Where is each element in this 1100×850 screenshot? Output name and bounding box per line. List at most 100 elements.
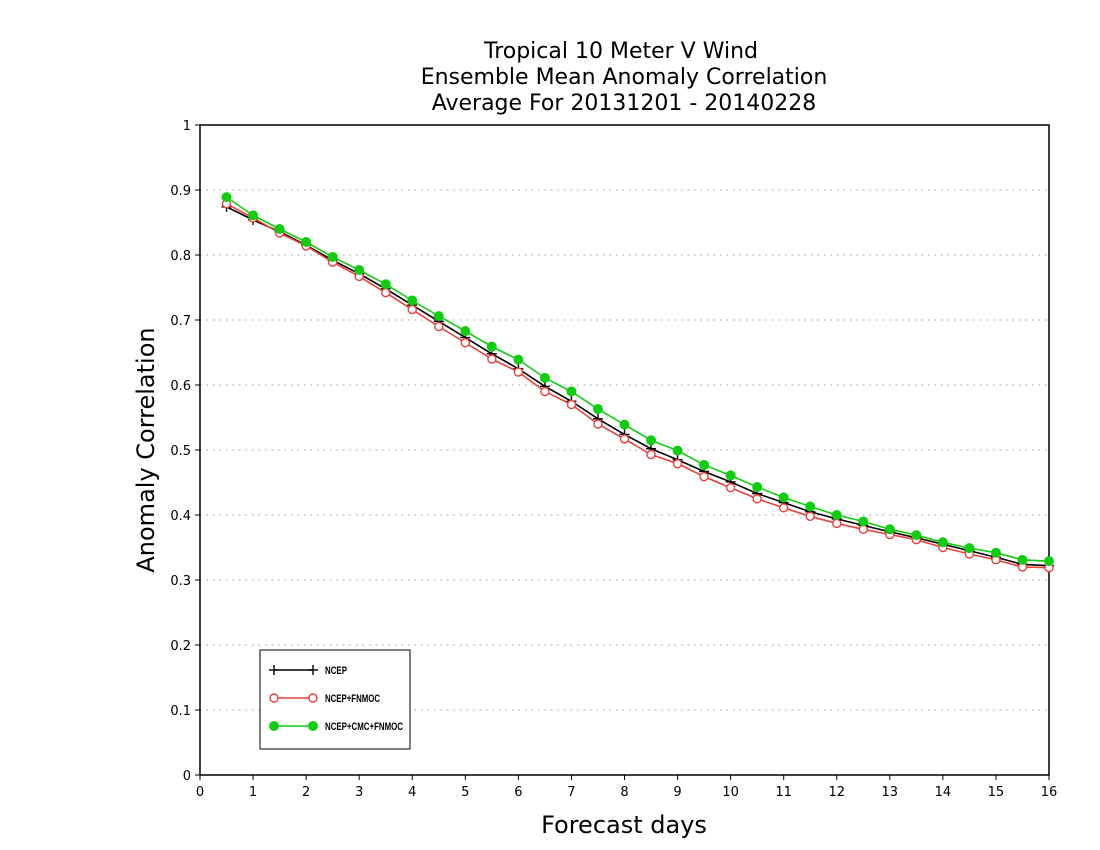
chart-title-line-3: Average For 20131201 - 20140228 [432,91,817,116]
data-point [778,492,789,503]
data-point [513,367,524,377]
y-tick-label: 0.6 [170,379,191,394]
legend-box [259,649,411,750]
x-tick-label: 13 [882,785,899,800]
data-point [566,386,577,397]
x-tick-label: 3 [355,785,363,800]
data-point [460,326,471,337]
data-point [672,458,683,469]
data-point [831,510,842,520]
data-point [460,338,471,348]
data-point [911,530,922,541]
data-point [672,445,683,456]
data-point [308,721,318,731]
data-point [858,516,869,527]
y-tick-label: 0.5 [170,444,191,459]
data-point [434,321,444,332]
series-line [226,206,1050,567]
data-point [832,518,842,529]
data-point [725,470,736,481]
x-tick-label: 4 [408,785,416,800]
data-point [619,419,630,430]
chart-title-line-1: Tropical 10 Meter V Wind [483,39,758,64]
data-point [433,311,444,322]
grid [200,189,1049,711]
chart-title-line-2: Ensemble Mean Anomaly Correlation [421,65,828,90]
data-point [381,288,391,298]
data-point [407,295,418,306]
data-point [619,434,630,444]
data-point [752,494,762,504]
data-point [805,501,816,512]
data-point [884,524,895,535]
data-point [646,449,656,460]
data-point [725,483,736,493]
data-point [1044,556,1054,567]
data-point [646,435,657,446]
x-tick-label: 10 [722,785,739,800]
data-point [486,341,497,352]
x-tick-label: 5 [461,785,469,800]
y-tick-label: 0.3 [170,574,191,589]
data-point [221,192,232,203]
legend-label: NCEP [325,665,347,677]
legend-label: NCEP+FNMOC [325,693,380,705]
legend-item: NCEP+CMC+FNMOC [269,721,403,733]
data-point [1017,554,1028,565]
data-point [513,354,524,365]
x-tick-label: 2 [302,785,310,800]
data-point [937,537,948,548]
x-axis-title: Forecast days [541,811,707,839]
y-tick-label: 0 [183,769,191,784]
x-tick-label: 7 [567,785,575,800]
x-tick-label: 1 [249,785,257,800]
y-tick-label: 0.9 [170,184,191,199]
data-point [269,665,279,675]
series-group [221,192,1054,573]
y-tick-label: 0.1 [170,704,191,719]
legend-item: NCEP+FNMOC [269,693,380,705]
x-tick-label: 12 [828,785,845,800]
data-point [269,721,279,731]
data-point [407,304,417,315]
data-point [380,279,391,290]
y-tick-label: 0.8 [170,249,191,264]
data-point [308,693,318,703]
x-tick-label: 15 [988,785,1005,800]
x-tick-label: 16 [1041,785,1058,800]
series-ncep-cmc-fnmoc [221,192,1054,567]
legend: NCEP NCEP+FNMOC NCEP+CMC+FNMOC [259,649,411,750]
chart-title: Tropical 10 Meter V Wind Ensemble Mean A… [421,39,828,116]
axis-ticks: 00.10.20.30.40.50.60.70.80.910 1 2 3 4 5 6 7 8 9 1… [170,119,1057,800]
data-point [539,372,550,383]
y-tick-label: 0.4 [170,509,191,524]
series-line [226,196,1050,562]
y-tick-label: 1 [183,119,191,134]
data-point [593,419,603,429]
x-tick-label: 11 [775,785,792,800]
data-point [274,224,285,234]
data-point [990,547,1001,558]
legend-label: NCEP+CMC+FNMOC [325,721,403,733]
data-point [805,511,815,521]
legend-item: NCEP [269,665,347,677]
data-point [301,237,312,247]
data-point [699,459,710,470]
x-tick-label: 9 [673,785,681,800]
series-line [226,202,1050,569]
data-point [964,543,975,554]
x-tick-label: 6 [514,785,522,800]
data-point [327,251,338,262]
data-point [778,503,789,513]
data-point [540,386,550,397]
y-tick-label: 0.2 [170,639,191,654]
data-point [592,404,603,415]
x-tick-label: 8 [620,785,628,800]
data-point [699,471,709,482]
data-point [752,482,763,493]
data-point [566,399,577,410]
data-point [487,354,497,364]
data-point [308,665,318,675]
y-axis-title: Anomaly Correlation [132,327,160,572]
